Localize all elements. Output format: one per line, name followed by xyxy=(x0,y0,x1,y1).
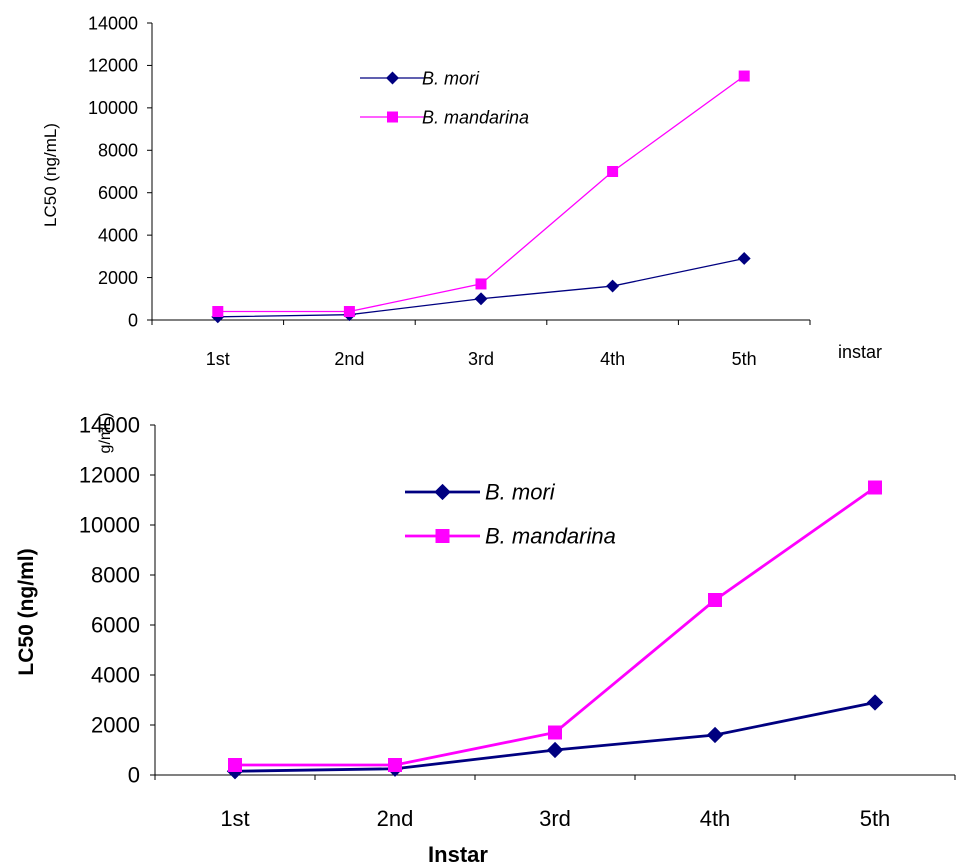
y-axis-title: LC50 (ng/ml) xyxy=(15,548,38,675)
x-tick-label: 2nd xyxy=(334,349,364,369)
chart-bottom: 0 2000 4000 6000 8000 10000 12000 14000 1st 2nd 3r… xyxy=(15,413,956,867)
data-point-b-mandarina xyxy=(607,166,619,177)
data-point-b-mandarina xyxy=(738,70,750,82)
y-axis-title: LC50 (ng/mL) xyxy=(41,123,60,227)
x-tick-label: 4th xyxy=(600,349,625,369)
legend-label: B. mori xyxy=(485,480,556,505)
x-tick-label: 5th xyxy=(732,349,757,369)
data-point-b-mori xyxy=(706,726,724,744)
data-point-b-mori xyxy=(606,279,620,293)
y-tick-label: 14000 xyxy=(88,13,138,33)
legend-marker xyxy=(435,529,450,543)
data-point-b-mori xyxy=(474,292,488,306)
data-point-b-mandarina xyxy=(228,758,242,772)
y-tick-label: 10000 xyxy=(79,513,140,538)
y-tick-label: 0 xyxy=(128,310,138,330)
x-tick-label: 2nd xyxy=(377,806,414,831)
y-tick-label: 4000 xyxy=(98,225,138,245)
y-tick-label: 8000 xyxy=(98,141,138,161)
y-tick-label: 12000 xyxy=(88,56,138,76)
y-tick-label: 2000 xyxy=(91,713,140,738)
legend-marker xyxy=(434,483,451,501)
data-point-b-mori xyxy=(866,694,884,711)
data-point-b-mandarina xyxy=(388,758,402,772)
y-axis-title-fragment: g/mL) xyxy=(97,413,114,454)
x-axis-title: instar xyxy=(838,342,882,362)
x-tick-label: 3rd xyxy=(468,349,494,369)
x-axis-title: Instar xyxy=(428,842,488,867)
y-tick-label: 6000 xyxy=(98,183,138,203)
y-tick-label: 0 xyxy=(128,763,140,788)
y-tick-label: 8000 xyxy=(91,563,140,588)
data-point-b-mandarina xyxy=(343,306,355,318)
data-point-b-mandarina xyxy=(868,480,882,495)
y-tick-label: 14000 xyxy=(79,413,140,438)
x-tick-label: 5th xyxy=(860,806,891,831)
y-tick-label: 6000 xyxy=(91,613,140,638)
legend-marker xyxy=(387,111,398,123)
y-tick-label: 2000 xyxy=(98,268,138,288)
y-tick-label: 4000 xyxy=(91,663,140,688)
data-point-b-mori xyxy=(737,252,751,265)
data-point-b-mori xyxy=(546,741,564,759)
data-point-b-mandarina xyxy=(212,306,224,318)
data-point-b-mandarina xyxy=(708,593,722,607)
chart-top: 0 2000 4000 6000 8000 10000 12000 14000 1st 2nd 3r… xyxy=(41,13,882,369)
x-tick-label: 4th xyxy=(700,806,731,831)
legend-label: B. mandarina xyxy=(422,107,529,127)
x-tick-label: 1st xyxy=(206,349,230,369)
data-point-b-mandarina xyxy=(475,278,487,290)
x-tick-label: 1st xyxy=(220,806,249,831)
y-tick-label: 10000 xyxy=(88,98,138,118)
data-point-b-mandarina xyxy=(548,725,562,740)
legend-marker xyxy=(386,71,399,85)
y-tick-label: 12000 xyxy=(79,463,140,488)
legend-label: B. mandarina xyxy=(485,524,616,549)
legend-label: B. mori xyxy=(422,68,480,88)
x-tick-label: 3rd xyxy=(539,806,571,831)
